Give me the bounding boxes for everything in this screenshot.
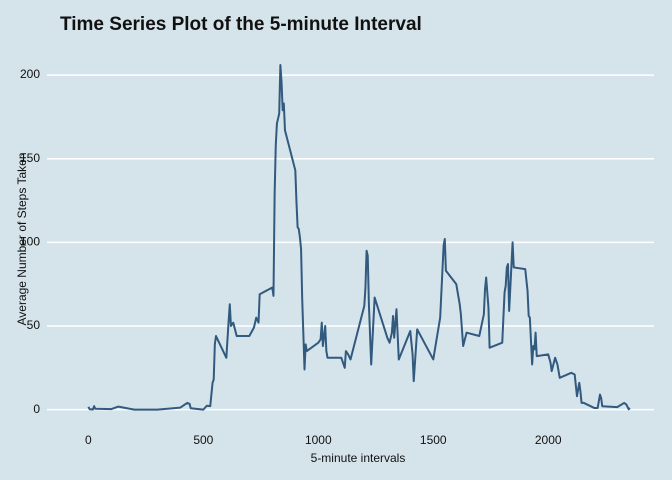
chart-title: Time Series Plot of the 5-minute Interva… bbox=[60, 14, 422, 35]
x-tick-label: 500 bbox=[193, 433, 213, 447]
y-tick-label: 150 bbox=[20, 151, 40, 165]
x-tick-label: 1500 bbox=[420, 433, 447, 447]
y-tick-label: 50 bbox=[27, 318, 41, 332]
x-tick-label: 1000 bbox=[305, 433, 332, 447]
x-axis-label: 5-minute intervals bbox=[311, 451, 406, 465]
y-tick-label: 200 bbox=[20, 67, 40, 81]
data-line bbox=[87, 64, 631, 411]
y-tick-label: 0 bbox=[33, 402, 40, 416]
x-tick-label: 2000 bbox=[535, 433, 562, 447]
x-tick-label: 0 bbox=[85, 433, 92, 447]
y-axis-label: Average Number of Steps Taken bbox=[15, 153, 29, 326]
y-tick-label: 100 bbox=[20, 235, 40, 249]
